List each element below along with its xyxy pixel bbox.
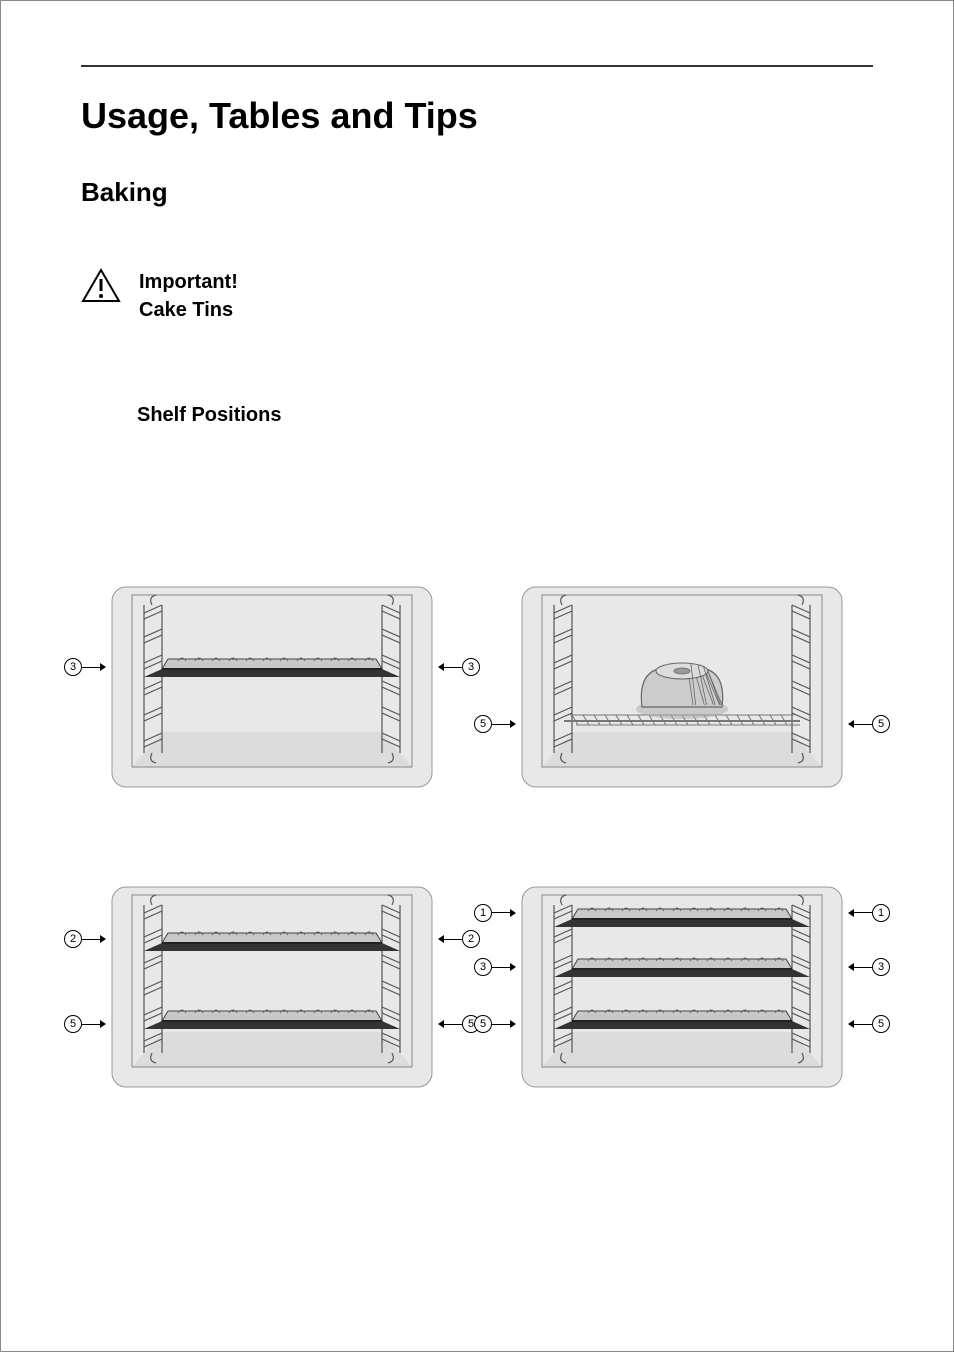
callout-right: 2 [438, 930, 480, 948]
callout-number: 5 [474, 1015, 492, 1033]
oven-diagram-single-tray: 33 [82, 567, 462, 807]
oven-diagram-cake-on-rack: 55 [492, 567, 872, 807]
callout-number: 2 [64, 930, 82, 948]
callout-number: 3 [64, 658, 82, 676]
oven-diagram-two-trays: 2525 [82, 867, 462, 1107]
callout-right: 3 [438, 658, 480, 676]
callout-right: 3 [848, 958, 890, 976]
callout-left: 1 [474, 904, 516, 922]
callout-left: 3 [64, 658, 106, 676]
callout-right: 5 [848, 715, 890, 733]
page-root: Usage, Tables and Tips Baking Important!… [0, 0, 954, 1352]
callout-number: 1 [474, 904, 492, 922]
callout-number: 5 [64, 1015, 82, 1033]
cake-tins-label: Cake Tins [139, 299, 233, 321]
oven-row-1: 33 55 [81, 567, 873, 807]
callout-left: 5 [474, 1015, 516, 1033]
callout-number: 5 [474, 715, 492, 733]
important-text: Important! Cake Tins [139, 268, 238, 324]
callout-right: 5 [848, 1015, 890, 1033]
callout-number: 3 [474, 958, 492, 976]
callout-number: 1 [872, 904, 890, 922]
callout-left: 2 [64, 930, 106, 948]
warning-icon [81, 268, 121, 304]
oven-diagram-three-trays: 135135 [492, 867, 872, 1107]
page-title: Usage, Tables and Tips [81, 95, 873, 137]
callout-number: 5 [872, 1015, 890, 1033]
callout-number: 3 [872, 958, 890, 976]
callout-number: 5 [872, 715, 890, 733]
top-rule [81, 65, 873, 67]
important-block: Important! Cake Tins [81, 268, 873, 324]
callout-left: 3 [474, 958, 516, 976]
callout-left: 5 [474, 715, 516, 733]
callout-right: 1 [848, 904, 890, 922]
oven-grid: 33 55 2525 [81, 567, 873, 1107]
callout-number: 3 [462, 658, 480, 676]
oven-row-2: 2525 135135 [81, 867, 873, 1107]
callout-number: 2 [462, 930, 480, 948]
important-label: Important! [139, 271, 238, 293]
callout-left: 5 [64, 1015, 106, 1033]
section-title: Baking [81, 177, 873, 208]
shelf-positions-label: Shelf Positions [137, 404, 873, 427]
